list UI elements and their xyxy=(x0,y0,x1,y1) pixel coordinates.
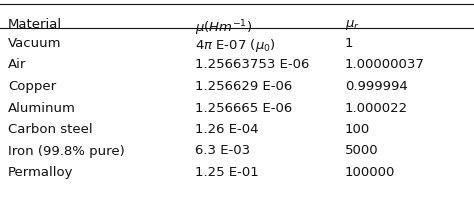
Text: 100: 100 xyxy=(345,123,370,136)
Text: Carbon steel: Carbon steel xyxy=(8,123,92,136)
Text: 0.999994: 0.999994 xyxy=(345,80,408,93)
Text: Material: Material xyxy=(8,18,62,31)
Text: 1: 1 xyxy=(345,37,354,50)
Text: Copper: Copper xyxy=(8,80,56,93)
Text: 1.25 E-01: 1.25 E-01 xyxy=(195,166,259,179)
Text: Aluminum: Aluminum xyxy=(8,102,76,115)
Text: 1.256665 E-06: 1.256665 E-06 xyxy=(195,102,292,115)
Text: 5000: 5000 xyxy=(345,144,379,158)
Text: 1.25663753 E-06: 1.25663753 E-06 xyxy=(195,59,310,71)
Text: $\mu(Hm^{-1})$: $\mu(Hm^{-1})$ xyxy=(195,18,252,38)
Text: Vacuum: Vacuum xyxy=(8,37,62,50)
Text: Air: Air xyxy=(8,59,27,71)
Text: 100000: 100000 xyxy=(345,166,395,179)
Text: Iron (99.8% pure): Iron (99.8% pure) xyxy=(8,144,125,158)
Text: 1.000022: 1.000022 xyxy=(345,102,408,115)
Text: 1.256629 E-06: 1.256629 E-06 xyxy=(195,80,292,93)
Text: Permalloy: Permalloy xyxy=(8,166,73,179)
Text: $4\pi$ E-07 $(\mu_0)$: $4\pi$ E-07 $(\mu_0)$ xyxy=(195,37,276,54)
Text: 1.00000037: 1.00000037 xyxy=(345,59,425,71)
Text: 1.26 E-04: 1.26 E-04 xyxy=(195,123,258,136)
Text: $\mu_r$: $\mu_r$ xyxy=(345,18,360,32)
Text: 6.3 E-03: 6.3 E-03 xyxy=(195,144,250,158)
